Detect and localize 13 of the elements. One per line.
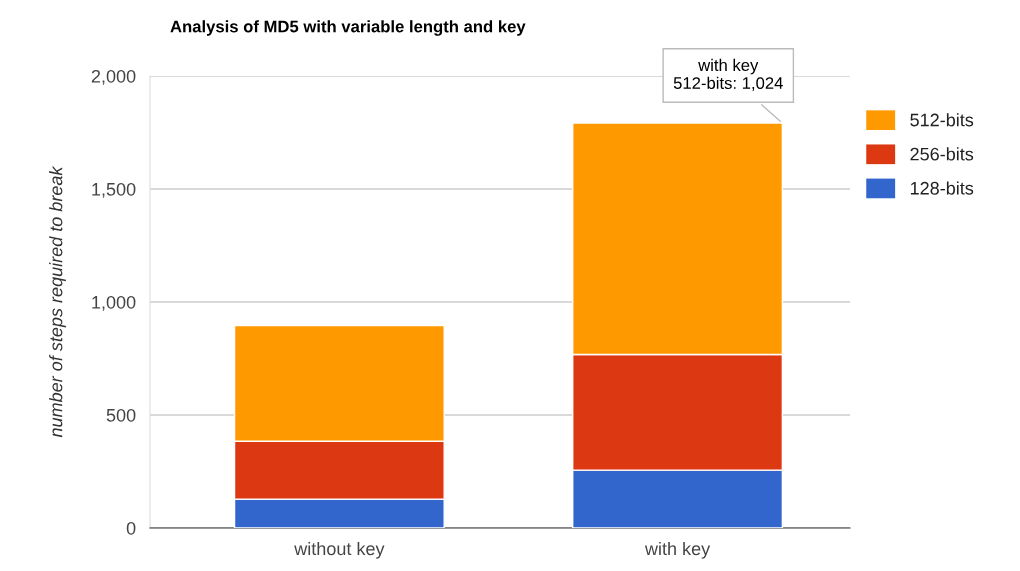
legend-label: 512-bits: [910, 113, 974, 127]
legend-label: 128-bits: [910, 181, 974, 195]
y-tick-label: 1,000: [92, 295, 136, 311]
annotation: with key 512-bits: 1,024: [673, 58, 783, 91]
x-tick-label: without key: [294, 541, 385, 559]
x-tick-label: with key: [644, 541, 711, 559]
legend-label: 256-bits: [910, 147, 974, 161]
y-tick-label: 2,000: [91, 69, 136, 85]
y-axis-title: number of steps required to break: [49, 165, 66, 438]
y-tick-label: 0: [126, 521, 136, 535]
y-tick-label: 500: [106, 408, 136, 422]
chart-title: Analysis of MD5 with variable length and key: [170, 20, 526, 36]
y-tick-label: 1,500: [92, 182, 136, 198]
